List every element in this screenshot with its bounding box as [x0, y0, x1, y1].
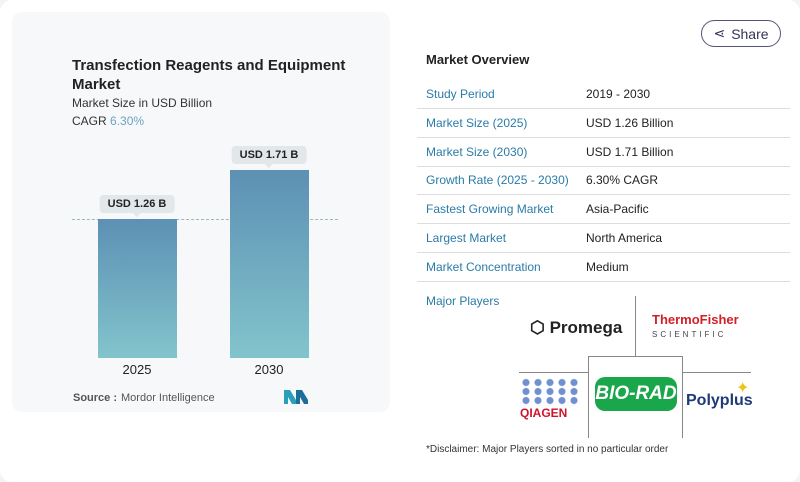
- row-key: Growth Rate (2025 - 2030): [426, 173, 569, 188]
- overview-row: Fastest Growing Market Asia-Pacific: [417, 195, 790, 225]
- logo-box: [588, 356, 683, 438]
- cagr-label: CAGR: [72, 114, 107, 128]
- row-key: Fastest Growing Market: [426, 202, 554, 217]
- row-key: Market Size (2030): [426, 144, 528, 159]
- polyplus-logo: Polyplus: [686, 392, 753, 409]
- reference-line: [72, 219, 338, 220]
- row-value: USD 1.26 Billion: [586, 115, 674, 130]
- row-value: 2019 - 2030: [586, 87, 651, 101]
- divider: [519, 372, 588, 373]
- cagr-value: 6.30%: [110, 114, 145, 128]
- row-value: Asia-Pacific: [586, 202, 649, 217]
- biorad-logo: BIO-RAD: [595, 377, 677, 411]
- row-key: Market Size (2025): [426, 115, 528, 130]
- row-key: Market Concentration: [426, 259, 541, 274]
- row-value: USD 1.71 Billion: [586, 144, 674, 159]
- disclaimer: *Disclaimer: Major Players sorted in no …: [426, 444, 669, 455]
- cagr: CAGR 6.30%: [72, 114, 144, 128]
- row-key: Largest Market: [426, 231, 507, 245]
- overview-row: Largest Market North America: [417, 224, 790, 253]
- thermofisher-logo: ThermoFisher SCIENTIFIC: [652, 312, 739, 339]
- source-value: Mordor Intelligence: [121, 392, 215, 404]
- row-value: Medium: [586, 259, 629, 274]
- polyplus-star-icon: ✦: [736, 380, 750, 397]
- x-tick-label: 2025: [122, 362, 152, 377]
- data-label: USD 1.26 B: [99, 195, 175, 218]
- row-value: North America: [586, 231, 663, 245]
- chart-subtitle: Market Size in USD Billion: [72, 96, 213, 110]
- mordor-logo-icon: [284, 390, 308, 404]
- overview-heading: Market Overview: [426, 52, 530, 67]
- share-label: Share: [731, 25, 769, 42]
- qiagen-logo: QIAGEN: [520, 378, 580, 420]
- bar-2030: [230, 169, 309, 358]
- overview-row: Market Size (2025) USD 1.26 Billion: [417, 109, 790, 138]
- chart-card: [12, 12, 390, 412]
- source: Source : Mordor Intelligence: [73, 392, 215, 404]
- source-label: Source :: [73, 392, 118, 404]
- chart-title: Transfection Reagents and Equipment Mark…: [72, 57, 346, 93]
- divider: [682, 372, 751, 373]
- bar-2025: [98, 219, 177, 358]
- share-icon: ⋖: [713, 25, 726, 41]
- major-players-heading: Major Players: [426, 294, 500, 308]
- row-value: 6.30% CAGR: [586, 173, 659, 188]
- share-button[interactable]: ⋖ Share: [701, 20, 781, 47]
- row-key: Study Period: [426, 87, 495, 101]
- data-label: USD 1.71 B: [231, 145, 307, 168]
- divider: [635, 296, 636, 356]
- overview-row: Market Size (2030) USD 1.71 Billion: [417, 138, 790, 167]
- overview-row: Growth Rate (2025 - 2030) 6.30% CAGR: [417, 166, 790, 196]
- overview-row: Market Concentration Medium: [417, 253, 790, 282]
- x-tick-label: 2030: [254, 362, 284, 377]
- promega-logo: ⬡ Promega: [530, 318, 623, 337]
- overview-row: Study Period 2019 - 2030: [417, 80, 790, 109]
